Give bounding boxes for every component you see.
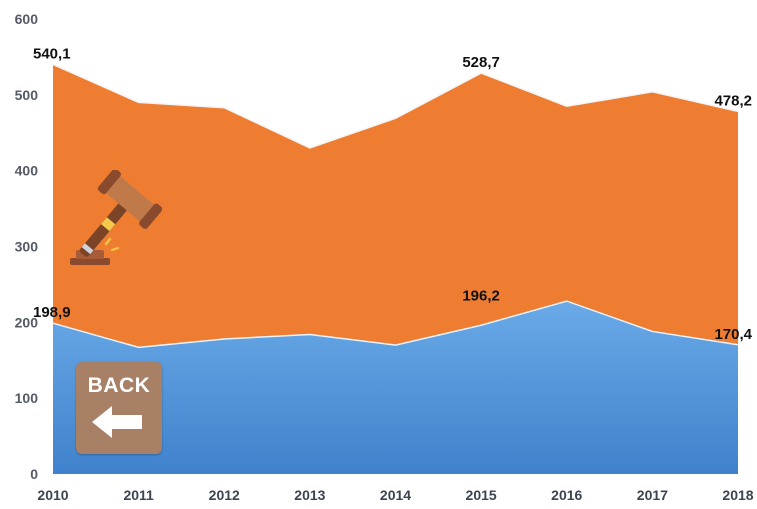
series-2-area [53, 64, 738, 348]
x-tick-label: 2017 [637, 487, 668, 503]
series-1-area [53, 301, 738, 474]
series-1-data-label: 196,2 [462, 287, 500, 304]
x-tick-label: 2015 [466, 487, 497, 503]
series-1-line [52, 300, 739, 349]
x-tick-label: 2018 [722, 487, 753, 503]
arrow-left-icon [88, 402, 148, 447]
x-tick-label: 2016 [551, 487, 582, 503]
y-tick-label: 0 [30, 466, 38, 482]
series-1-data-label: 198,9 [33, 304, 71, 321]
x-tick-label: 2014 [380, 487, 411, 503]
y-tick-label: 200 [15, 314, 39, 330]
series-2-line [52, 63, 739, 149]
x-tick-label: 2010 [37, 487, 68, 503]
series-2-data-label: 528,7 [462, 54, 500, 71]
series-2-data-label: 478,2 [714, 92, 752, 109]
back-button[interactable]: BACK [76, 362, 162, 454]
y-tick-label: 400 [15, 163, 39, 179]
x-tick-label: 2013 [294, 487, 325, 503]
y-tick-label: 600 [15, 11, 39, 27]
x-tick-label: 2012 [209, 487, 240, 503]
y-tick-label: 100 [15, 390, 39, 406]
series-1-data-label: 170,4 [714, 326, 752, 343]
series-2-data-label: 540,1 [33, 45, 71, 62]
y-tick-label: 300 [15, 239, 39, 255]
x-tick-label: 2011 [123, 487, 154, 503]
gavel-icon [66, 168, 163, 275]
y-tick-label: 500 [15, 87, 39, 103]
back-button-label: BACK [87, 374, 151, 397]
